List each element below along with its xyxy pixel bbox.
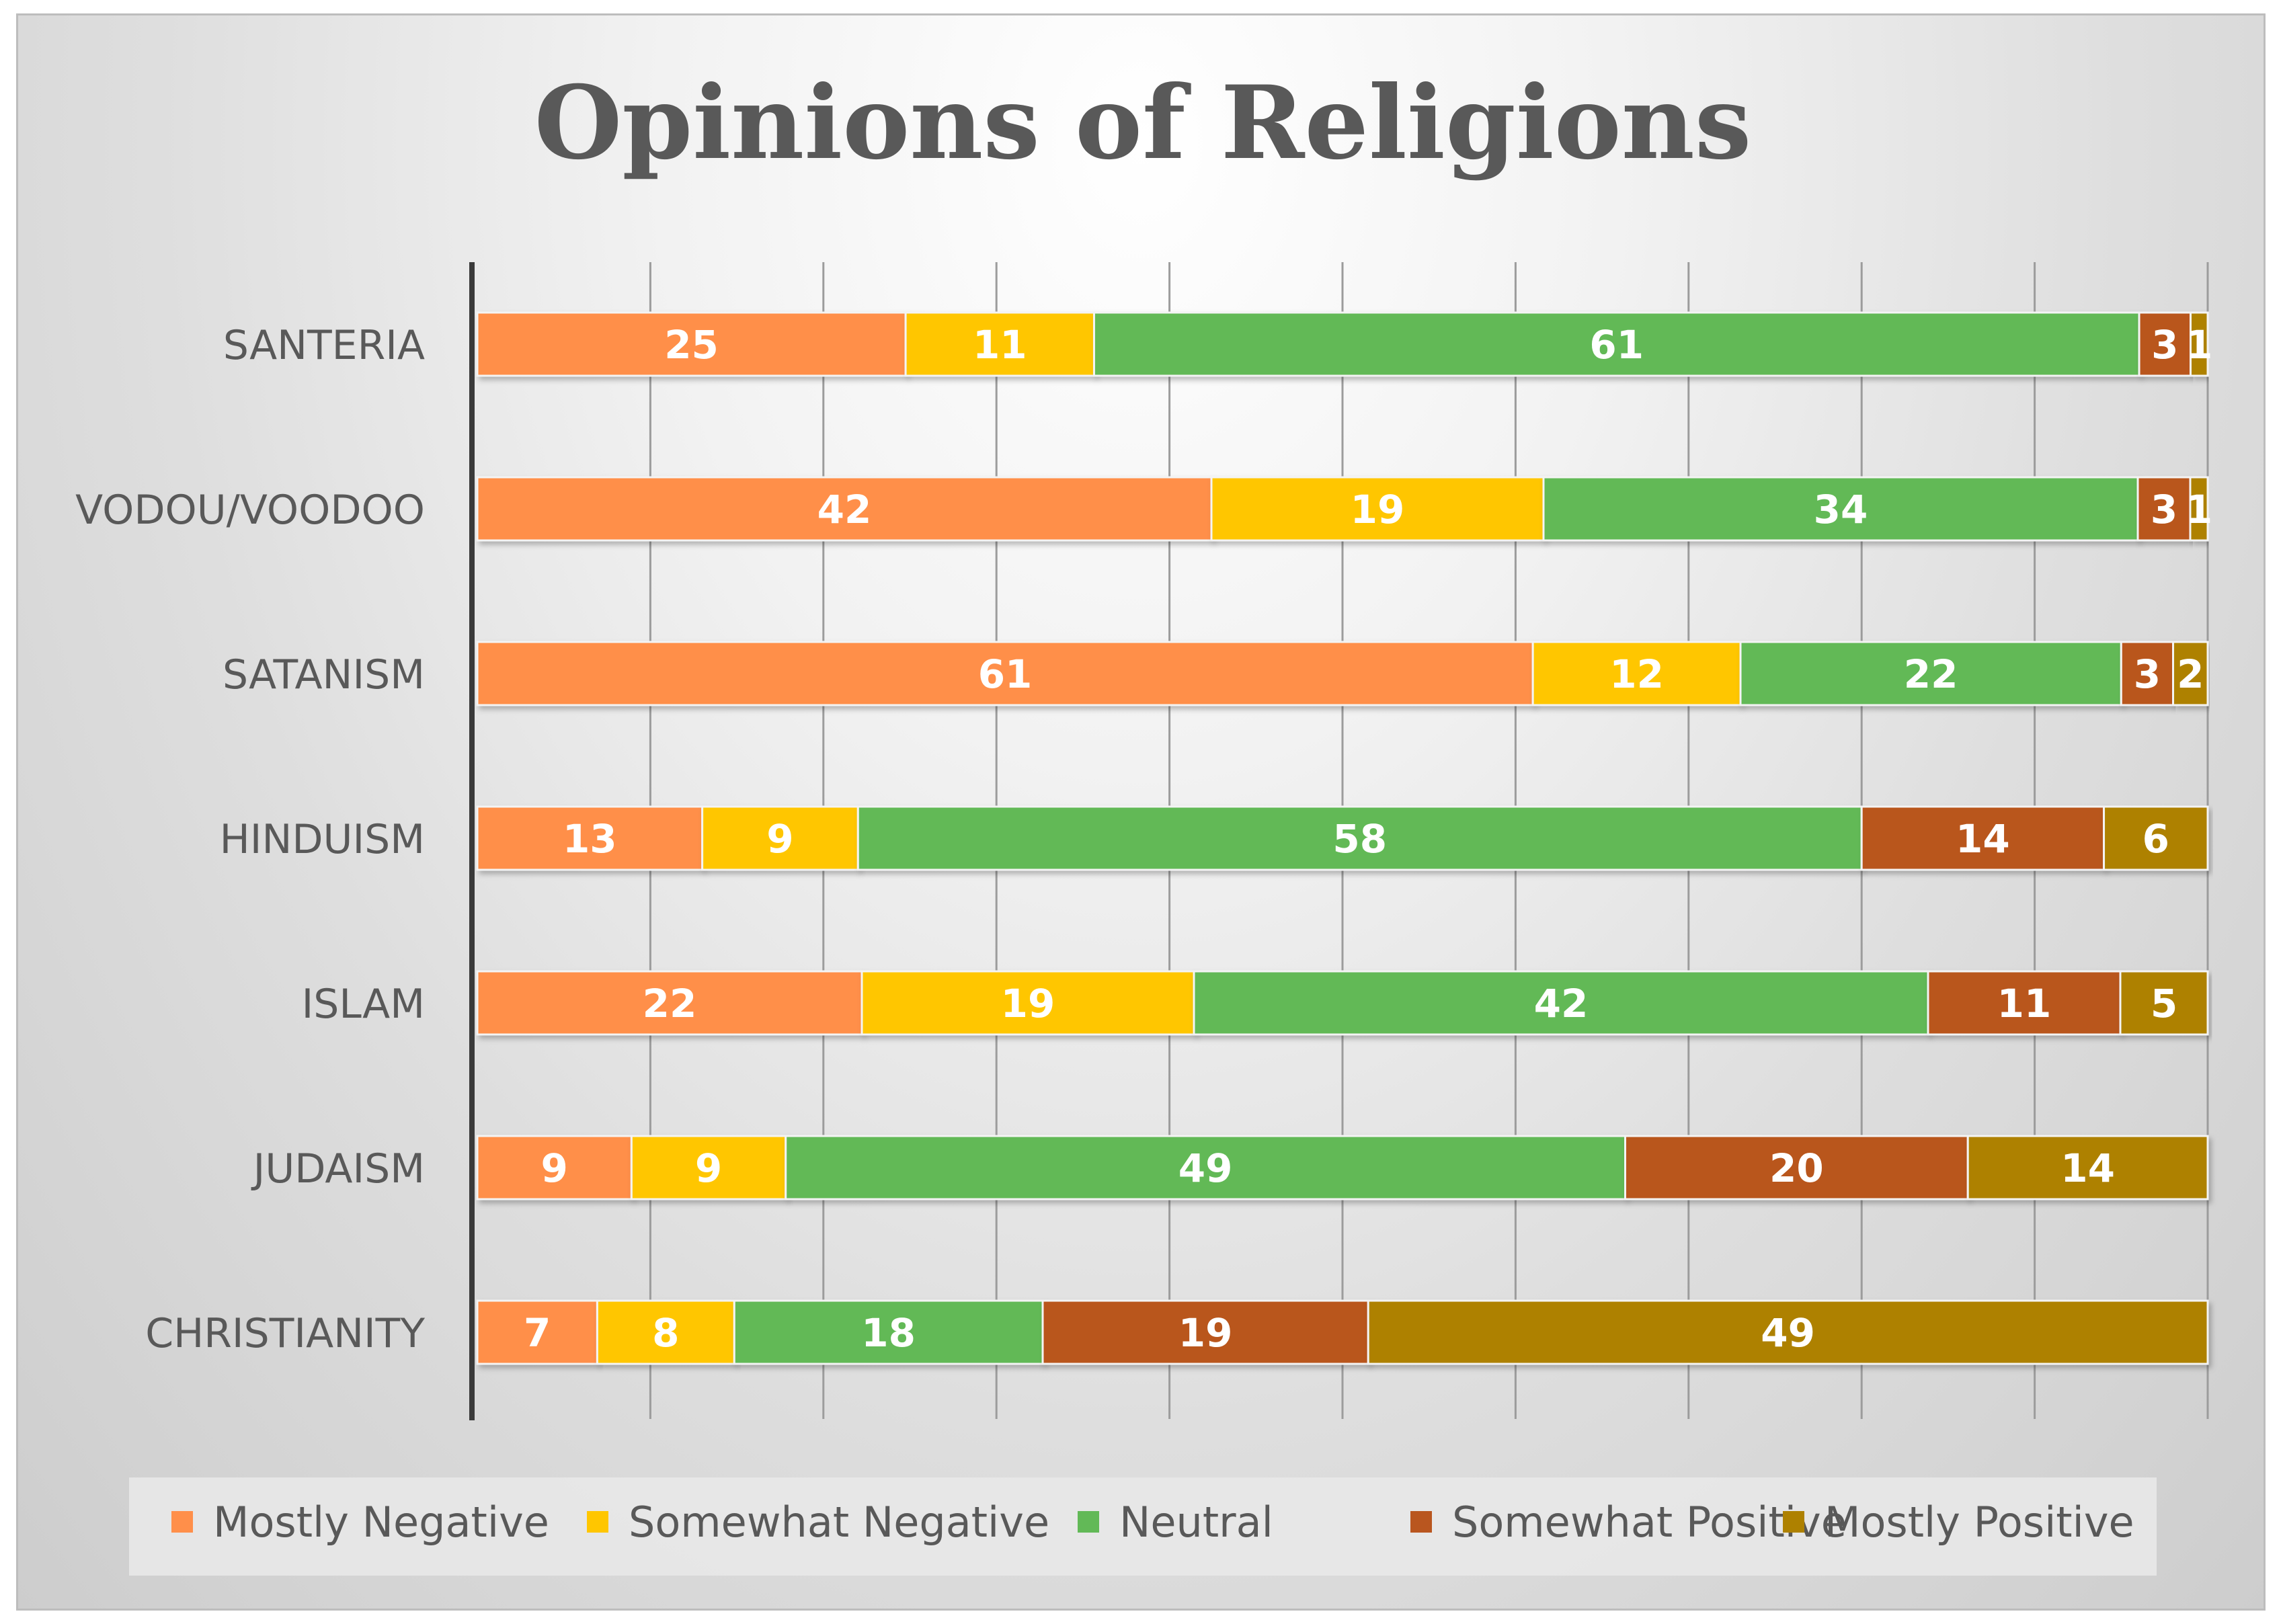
data-label: 3 [2151, 322, 2178, 368]
data-label: 9 [695, 1145, 722, 1191]
data-label: 58 [1332, 816, 1387, 862]
bars [476, 311, 2209, 1365]
legend-label: Neutral [1119, 1498, 1273, 1547]
bar-segment [1531, 641, 1742, 706]
bar-segment [2120, 641, 2175, 706]
data-label: 34 [1814, 487, 1868, 532]
bar-segment [2189, 476, 2209, 542]
data-label: 12 [1609, 651, 1664, 697]
data-label: 3 [2134, 651, 2161, 697]
data-label: 49 [1761, 1310, 1815, 1356]
bar-segment [476, 476, 1213, 542]
data-label: 6 [2142, 816, 2169, 862]
data-label: 49 [1178, 1145, 1233, 1191]
data-label: 20 [1769, 1145, 1824, 1191]
bar-segment [476, 311, 907, 377]
data-label: 14 [1956, 816, 2010, 862]
data-label: 5 [2151, 981, 2177, 1026]
data-label: 19 [1001, 981, 1055, 1026]
bar-segment [1041, 1299, 1369, 1365]
category-label: VODOU/VOODOO [75, 487, 425, 534]
bar-segment [2103, 805, 2209, 871]
legend-label: Somewhat Negative [629, 1498, 1049, 1547]
bar-segment [476, 1299, 598, 1365]
bar-segment [2190, 311, 2209, 377]
bar-segment [733, 1299, 1044, 1365]
data-label: 19 [1178, 1310, 1233, 1356]
legend-label: Somewhat Positive [1452, 1498, 1847, 1547]
bar-segment [476, 805, 704, 871]
data-label: 61 [1589, 322, 1644, 368]
data-label: 19 [1351, 487, 1405, 532]
category-label: SATANISM [223, 651, 425, 698]
legend-background [129, 1477, 2157, 1576]
chart-title: Opinions of Religions [534, 64, 1752, 182]
data-label: 7 [524, 1310, 551, 1356]
legend-swatch [171, 1511, 193, 1533]
data-label: 14 [2060, 1145, 2115, 1191]
bar-segment [2172, 641, 2209, 706]
category-label: CHRISTIANITY [145, 1310, 425, 1357]
bar-segment [1860, 805, 2106, 871]
bar-segment [1092, 311, 2140, 377]
data-label: 18 [861, 1310, 916, 1356]
bar-segment [2138, 311, 2192, 377]
data-label: 42 [817, 487, 872, 532]
data-label: 9 [541, 1145, 568, 1191]
bar-segment [1193, 970, 1929, 1036]
data-label: 8 [652, 1310, 679, 1356]
category-label: HINDUISM [220, 816, 425, 863]
legend: Mostly Negative Somewhat Negative Neutral S… [171, 1498, 2134, 1547]
data-label: 22 [1904, 651, 1958, 697]
data-label: 9 [766, 816, 793, 862]
category-label: ISLAM [302, 981, 425, 1028]
data-label: 11 [973, 322, 1027, 368]
bar-segment [856, 805, 1863, 871]
legend-swatch [1078, 1511, 1099, 1533]
data-label: 13 [563, 816, 617, 862]
data-label: 42 [1534, 981, 1589, 1026]
bar-segment [1542, 476, 2139, 542]
legend-swatch [1783, 1511, 1804, 1533]
data-label: 2 [2177, 651, 2204, 697]
data-label: 61 [978, 651, 1033, 697]
category-label: JUDAISM [251, 1145, 425, 1192]
bar-segment [1927, 970, 2122, 1036]
data-label: 1 [2186, 487, 2212, 532]
bar-segment [1624, 1135, 1969, 1201]
legend-label: Mostly Positive [1825, 1498, 2134, 1547]
legend-swatch [1410, 1511, 1432, 1533]
bar-segment [476, 970, 863, 1036]
bar-segment [2119, 970, 2209, 1036]
data-label: 11 [1997, 981, 2052, 1026]
bar-segment [1966, 1135, 2209, 1201]
bar-segment [476, 1135, 633, 1201]
bar-segment [1367, 1299, 2209, 1365]
data-label: 22 [643, 981, 697, 1026]
legend-label: Mostly Negative [213, 1498, 549, 1547]
bar-segment [476, 641, 1534, 706]
bar-segment [1739, 641, 2122, 706]
bar-segment [701, 805, 859, 871]
data-label: 3 [2151, 487, 2177, 532]
data-label: 25 [664, 322, 719, 368]
bar-segment [860, 970, 1195, 1036]
bar-segment [785, 1135, 1627, 1201]
category-label: SANTERIA [223, 322, 425, 369]
data-label: 1 [2186, 322, 2212, 368]
legend-swatch [587, 1511, 608, 1533]
